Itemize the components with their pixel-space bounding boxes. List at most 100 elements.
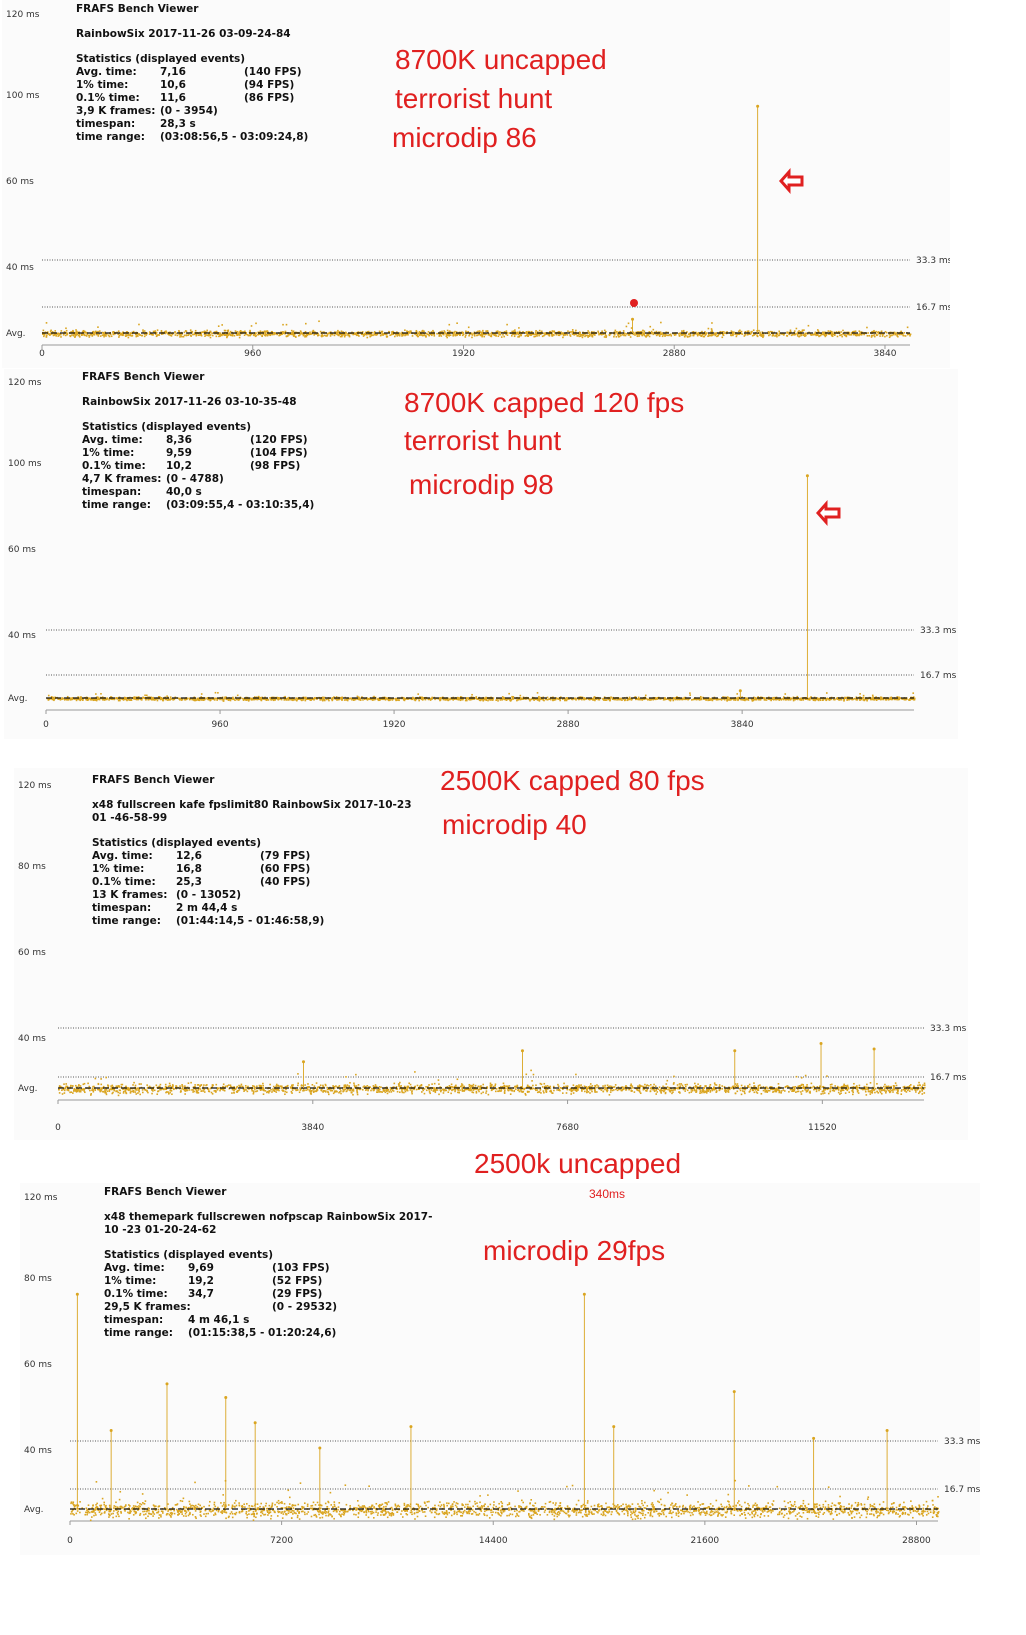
data-point — [629, 331, 632, 333]
data-point — [343, 699, 346, 701]
data-point — [354, 333, 357, 336]
annotation-text: microdip 98 — [409, 469, 554, 500]
data-point — [457, 333, 460, 335]
data-point — [148, 331, 151, 333]
data-point — [831, 334, 833, 337]
data-point — [152, 698, 155, 701]
data-point — [479, 331, 481, 333]
data-point — [616, 699, 618, 701]
data-point — [548, 334, 551, 337]
data-point — [343, 1086, 346, 1089]
data-point — [354, 697, 357, 700]
data-point — [789, 698, 792, 701]
data-point — [206, 1088, 209, 1090]
data-point — [365, 698, 368, 700]
data-point — [489, 1085, 492, 1087]
data-point — [609, 1085, 611, 1087]
data-point — [483, 698, 486, 701]
data-point — [804, 335, 806, 338]
data-point — [816, 329, 819, 331]
data-point — [449, 331, 452, 333]
data-point — [72, 329, 74, 332]
data-point — [617, 1088, 620, 1091]
data-point — [456, 333, 459, 336]
data-point — [312, 330, 314, 333]
data-point — [452, 334, 455, 337]
data-point — [216, 698, 219, 700]
data-point — [588, 698, 591, 700]
data-point — [894, 698, 897, 700]
data-point — [112, 1086, 114, 1088]
data-point — [703, 1091, 705, 1094]
data-point — [604, 699, 606, 701]
data-point — [105, 1089, 107, 1091]
x-tick-label: 0 — [55, 1123, 61, 1133]
data-point — [654, 332, 656, 335]
data-point — [164, 696, 167, 699]
data-point — [758, 697, 761, 700]
data-point — [370, 698, 373, 700]
data-point — [262, 333, 264, 336]
data-point — [459, 1089, 461, 1091]
data-point — [157, 695, 160, 698]
data-point — [553, 699, 556, 701]
data-point — [184, 698, 186, 700]
data-point — [352, 333, 354, 336]
data-point — [776, 698, 778, 701]
data-point — [369, 698, 372, 700]
data-point — [444, 699, 447, 701]
data-point — [751, 330, 753, 333]
data-point — [824, 335, 827, 338]
data-point — [112, 333, 115, 335]
data-point — [746, 697, 748, 699]
data-point — [604, 1084, 606, 1087]
data-point — [199, 333, 202, 336]
data-point — [137, 698, 139, 701]
data-point — [850, 333, 853, 336]
data-point — [388, 330, 390, 333]
data-point — [622, 330, 625, 332]
data-point — [760, 1086, 762, 1089]
data-point — [544, 333, 546, 336]
data-point — [719, 698, 722, 701]
data-point — [420, 698, 423, 701]
data-point — [822, 333, 825, 336]
data-point — [300, 698, 302, 701]
data-point — [513, 335, 516, 338]
data-point — [638, 333, 640, 335]
x-tick-label: 960 — [244, 349, 261, 359]
data-point — [616, 1089, 619, 1092]
data-point — [641, 331, 644, 334]
data-point — [160, 333, 163, 335]
data-point — [860, 333, 863, 336]
data-point — [798, 335, 800, 338]
data-point — [192, 1091, 194, 1093]
data-point — [577, 332, 580, 335]
data-point — [490, 1085, 493, 1087]
data-point — [911, 1088, 914, 1091]
data-point — [125, 698, 128, 701]
data-point — [447, 333, 449, 336]
data-point — [817, 331, 820, 333]
data-point — [304, 335, 306, 337]
data-point — [389, 334, 391, 337]
data-point — [101, 698, 104, 701]
data-point — [492, 697, 495, 699]
data-point — [211, 332, 213, 335]
data-point — [245, 699, 248, 701]
data-point — [898, 698, 901, 701]
data-point — [802, 699, 805, 701]
data-point — [888, 333, 891, 336]
data-point — [866, 335, 869, 337]
annotation-text: 8700K uncapped — [395, 44, 607, 75]
data-point — [93, 1085, 95, 1088]
data-point — [289, 1086, 292, 1088]
data-point — [601, 330, 603, 333]
data-point — [335, 331, 338, 334]
data-point — [92, 330, 95, 333]
data-point — [81, 333, 83, 336]
data-point — [593, 698, 596, 701]
data-point — [66, 695, 69, 698]
data-point — [877, 698, 880, 700]
data-point — [145, 694, 148, 697]
